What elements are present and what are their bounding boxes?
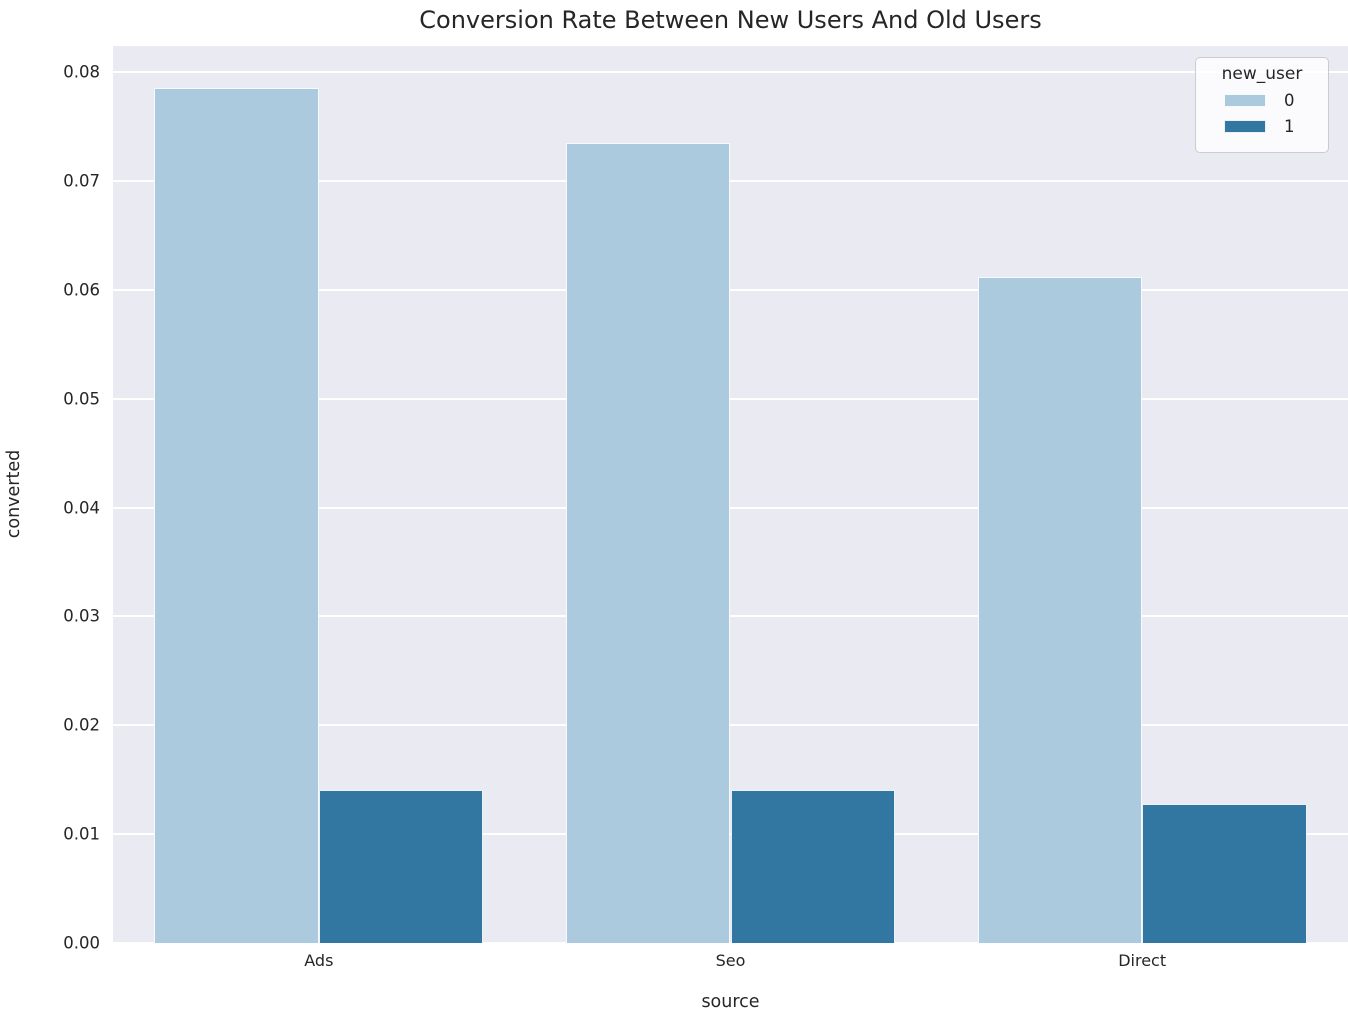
y-tick-label: 0.08 bbox=[63, 62, 100, 82]
y-tick-label: 0.02 bbox=[63, 715, 100, 735]
legend-entry-0: 0 bbox=[1224, 91, 1318, 110]
bar-direct-newuser-1 bbox=[1142, 803, 1307, 943]
x-tick-label-seo: Seo bbox=[715, 951, 746, 970]
y-tick-label: 0.01 bbox=[63, 824, 100, 844]
legend-title: new_user bbox=[1221, 64, 1303, 84]
y-tick-label: 0.07 bbox=[63, 171, 100, 191]
legend-entry-1: 1 bbox=[1224, 117, 1318, 136]
legend-label: 1 bbox=[1284, 117, 1295, 136]
gridline-0.04 bbox=[113, 506, 1348, 509]
bar-ads-newuser-1 bbox=[318, 789, 484, 943]
gridline-0.05 bbox=[113, 397, 1348, 400]
gridline-0.03 bbox=[113, 615, 1348, 618]
legend-swatch-series-0 bbox=[1224, 94, 1266, 107]
x-tick-label-direct: Direct bbox=[1118, 951, 1167, 970]
gridline-0.02 bbox=[113, 724, 1348, 727]
y-tick-label: 0.03 bbox=[63, 606, 100, 626]
plot-area bbox=[113, 46, 1348, 944]
bar-seo-newuser-1 bbox=[730, 789, 896, 943]
y-tick-label: 0.05 bbox=[63, 389, 100, 409]
gridline-0.00 bbox=[113, 942, 1348, 944]
legend-swatch-series-1 bbox=[1224, 120, 1266, 133]
y-tick-label: 0.06 bbox=[63, 280, 100, 300]
legend: new_user 0 1 bbox=[1195, 57, 1329, 153]
gridline-0.08 bbox=[113, 71, 1348, 74]
x-tick-label-ads: Ads bbox=[304, 951, 334, 970]
bar-direct-newuser-0 bbox=[977, 276, 1143, 943]
x-axis-label: source bbox=[701, 992, 760, 1012]
chart-title: Conversion Rate Between New Users And Ol… bbox=[419, 6, 1042, 34]
y-axis-label: converted bbox=[4, 449, 24, 539]
bar-ads-newuser-0 bbox=[154, 88, 319, 943]
gridline-0.06 bbox=[113, 288, 1348, 291]
gridline-0.07 bbox=[113, 180, 1348, 182]
y-tick-label: 0.04 bbox=[63, 498, 100, 518]
bar-seo-newuser-0 bbox=[565, 142, 731, 943]
legend-label: 0 bbox=[1284, 91, 1295, 110]
y-tick-label: 0.00 bbox=[63, 933, 100, 953]
